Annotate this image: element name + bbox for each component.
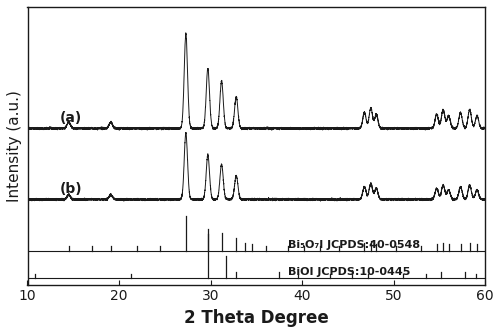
Text: Bi₅O₇I JCPDS:40-0548: Bi₅O₇I JCPDS:40-0548: [289, 239, 420, 249]
Y-axis label: Intensity (a.u.): Intensity (a.u.): [7, 90, 22, 202]
Text: BiOI JCPDS:10-0445: BiOI JCPDS:10-0445: [289, 267, 411, 277]
Text: (b): (b): [60, 182, 82, 196]
X-axis label: 2 Theta Degree: 2 Theta Degree: [184, 309, 329, 327]
Text: (a): (a): [60, 111, 82, 125]
